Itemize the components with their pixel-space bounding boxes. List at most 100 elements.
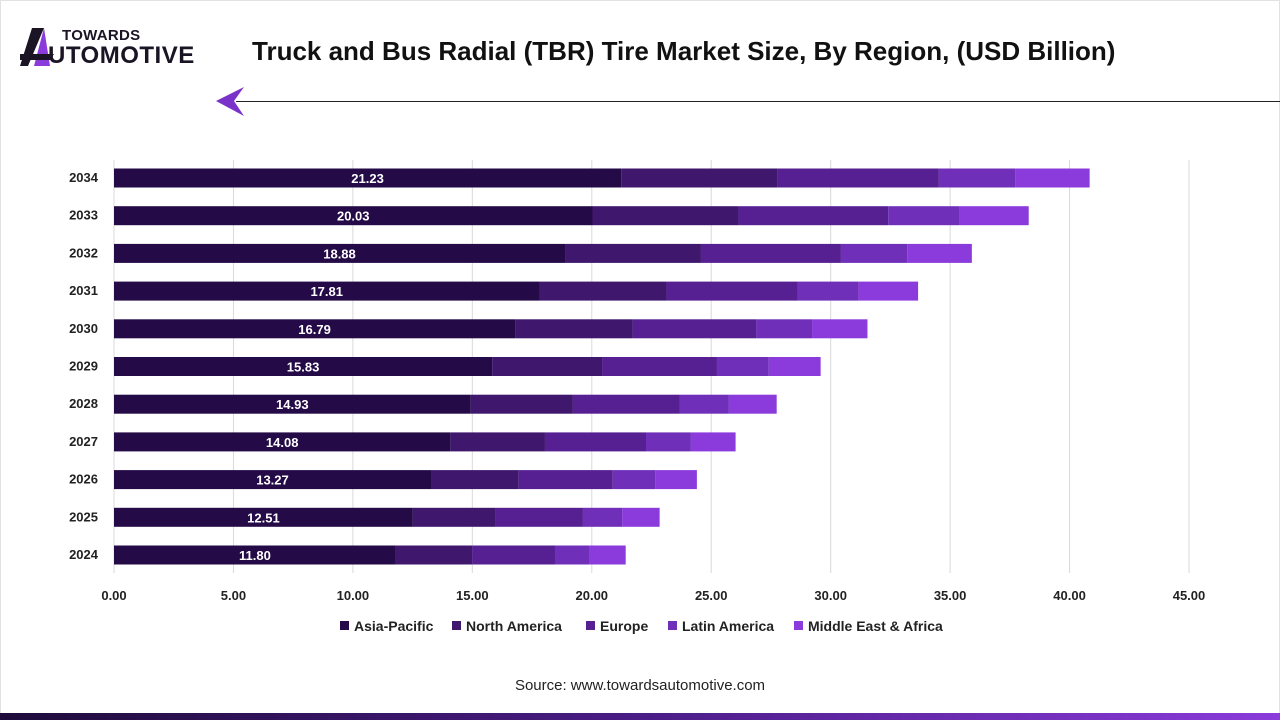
x-tick-label: 40.00 [1053, 588, 1086, 603]
data-label: 16.79 [298, 322, 331, 337]
bar-segment-north-america-2028 [470, 394, 573, 414]
y-tick-label: 2029 [69, 359, 98, 374]
bar-segment-asia-pacific-2027 [114, 432, 451, 452]
bar-segment-asia-pacific-2024 [114, 545, 396, 565]
bar-segment-north-america-2027 [450, 432, 545, 452]
header-divider [236, 101, 1280, 102]
bar-segment-middle-east-africa-2029 [768, 357, 821, 376]
legend-swatch [340, 621, 349, 630]
bar-segment-asia-pacific-2026 [114, 470, 432, 490]
y-tick-label: 2026 [69, 472, 98, 487]
bar-segment-north-america-2029 [492, 357, 603, 376]
bar-segment-north-america-2025 [412, 507, 496, 527]
bar-segment-middle-east-africa-2034 [1015, 168, 1090, 188]
bar-segment-europe-2025 [495, 507, 583, 527]
bar-segment-latin-america-2024 [554, 545, 590, 565]
legend-swatch [452, 621, 461, 630]
legend-swatch [586, 621, 595, 630]
legend-swatch [794, 621, 803, 630]
bar-segment-north-america-2033 [592, 206, 739, 226]
bar-segment-asia-pacific-2025 [114, 507, 413, 527]
x-tick-label: 45.00 [1173, 588, 1206, 603]
data-label: 14.93 [276, 397, 309, 412]
data-label: 13.27 [256, 473, 289, 488]
bar-segment-middle-east-africa-2025 [622, 507, 660, 527]
bar-segment-middle-east-africa-2024 [589, 545, 626, 565]
arrow-left-icon [216, 87, 244, 116]
data-label: 17.81 [310, 284, 343, 299]
bar-segment-north-america-2032 [565, 243, 701, 263]
bar-segment-north-america-2026 [431, 470, 519, 490]
bar-segment-europe-2027 [544, 432, 647, 452]
bar-segment-north-america-2024 [395, 545, 473, 565]
data-label: 14.08 [266, 435, 299, 450]
bar-segment-asia-pacific-2033 [114, 206, 593, 226]
bar-segment-europe-2033 [738, 206, 889, 226]
bar-segment-europe-2030 [632, 319, 757, 339]
bar-segment-middle-east-africa-2028 [728, 394, 777, 414]
legend-item: Europe [600, 618, 648, 634]
bar-segment-asia-pacific-2034 [114, 168, 622, 188]
x-tick-label: 15.00 [456, 588, 489, 603]
x-tick-label: 35.00 [934, 588, 967, 603]
bar-segment-europe-2034 [777, 168, 939, 188]
bar-segment-asia-pacific-2032 [114, 243, 566, 263]
bar-segment-latin-america-2031 [797, 281, 859, 301]
legend-item: North America [466, 618, 562, 634]
y-tick-label: 2024 [69, 547, 99, 562]
data-label: 11.80 [239, 548, 271, 563]
x-tick-label: 5.00 [221, 588, 246, 603]
logo-mark-icon [20, 28, 54, 66]
bar-segment-middle-east-africa-2027 [690, 432, 736, 452]
legend-item: Asia-Pacific [354, 618, 434, 634]
bar-segment-middle-east-africa-2032 [907, 243, 972, 263]
data-label: 18.88 [323, 246, 356, 261]
brand-logo: TOWARDS UTOMOTIVE [20, 26, 230, 72]
bar-segment-north-america-2034 [621, 168, 778, 188]
bar-segment-europe-2032 [700, 243, 841, 263]
logo-text-bottom: UTOMOTIVE [48, 42, 195, 69]
chart: 0.00 5.00 10.00 15.00 20.00 25.00 30.00 35.00 40… [69, 160, 1206, 634]
bar-segment-north-america-2030 [515, 319, 633, 339]
bar-segment-latin-america-2032 [840, 243, 908, 263]
x-tick-label: 20.00 [576, 588, 609, 603]
bar-segment-asia-pacific-2031 [114, 281, 540, 301]
bar-segment-asia-pacific-2030 [114, 319, 516, 339]
bar-segment-latin-america-2028 [679, 394, 729, 414]
bar-segment-europe-2026 [518, 470, 613, 490]
bar-segment-europe-2024 [472, 545, 555, 565]
bar-segment-latin-america-2034 [938, 168, 1016, 188]
bar-segment-asia-pacific-2028 [114, 394, 471, 414]
bar-segment-north-america-2031 [539, 281, 667, 301]
y-tick-label: 2032 [69, 245, 98, 260]
bar-segment-middle-east-africa-2033 [959, 206, 1029, 226]
legend-swatch [668, 621, 677, 630]
logo-text-top: TOWARDS [62, 27, 141, 44]
data-label: 20.03 [337, 209, 370, 224]
x-tick-label: 25.00 [695, 588, 728, 603]
y-tick-label: 2027 [69, 434, 98, 449]
bar-segment-latin-america-2027 [646, 432, 691, 452]
x-tick-label: 30.00 [814, 588, 847, 603]
bar-segment-middle-east-africa-2030 [812, 319, 868, 339]
bar-segment-europe-2029 [602, 357, 717, 376]
bar-segment-europe-2028 [572, 394, 680, 414]
bar-segment-middle-east-africa-2031 [858, 281, 919, 301]
bar-segment-europe-2031 [666, 281, 798, 301]
legend-item: Latin America [682, 618, 774, 634]
y-tick-label: 2034 [69, 170, 99, 185]
y-tick-label: 2028 [69, 396, 98, 411]
y-tick-label: 2033 [69, 208, 98, 223]
legend-item: Middle East & Africa [808, 618, 943, 634]
bar-segment-latin-america-2030 [756, 319, 813, 339]
footer-bar [0, 713, 1280, 720]
data-label: 21.23 [351, 171, 384, 186]
bar-segment-latin-america-2029 [716, 357, 769, 376]
y-tick-label: 2030 [69, 321, 98, 336]
data-label: 15.83 [287, 360, 320, 375]
y-tick-label: 2025 [69, 509, 98, 524]
bar-segment-latin-america-2025 [582, 507, 623, 527]
x-tick-label: 10.00 [337, 588, 370, 603]
chart-title: Truck and Bus Radial (TBR) Tire Market S… [252, 36, 1116, 66]
data-label: 12.51 [247, 510, 280, 525]
